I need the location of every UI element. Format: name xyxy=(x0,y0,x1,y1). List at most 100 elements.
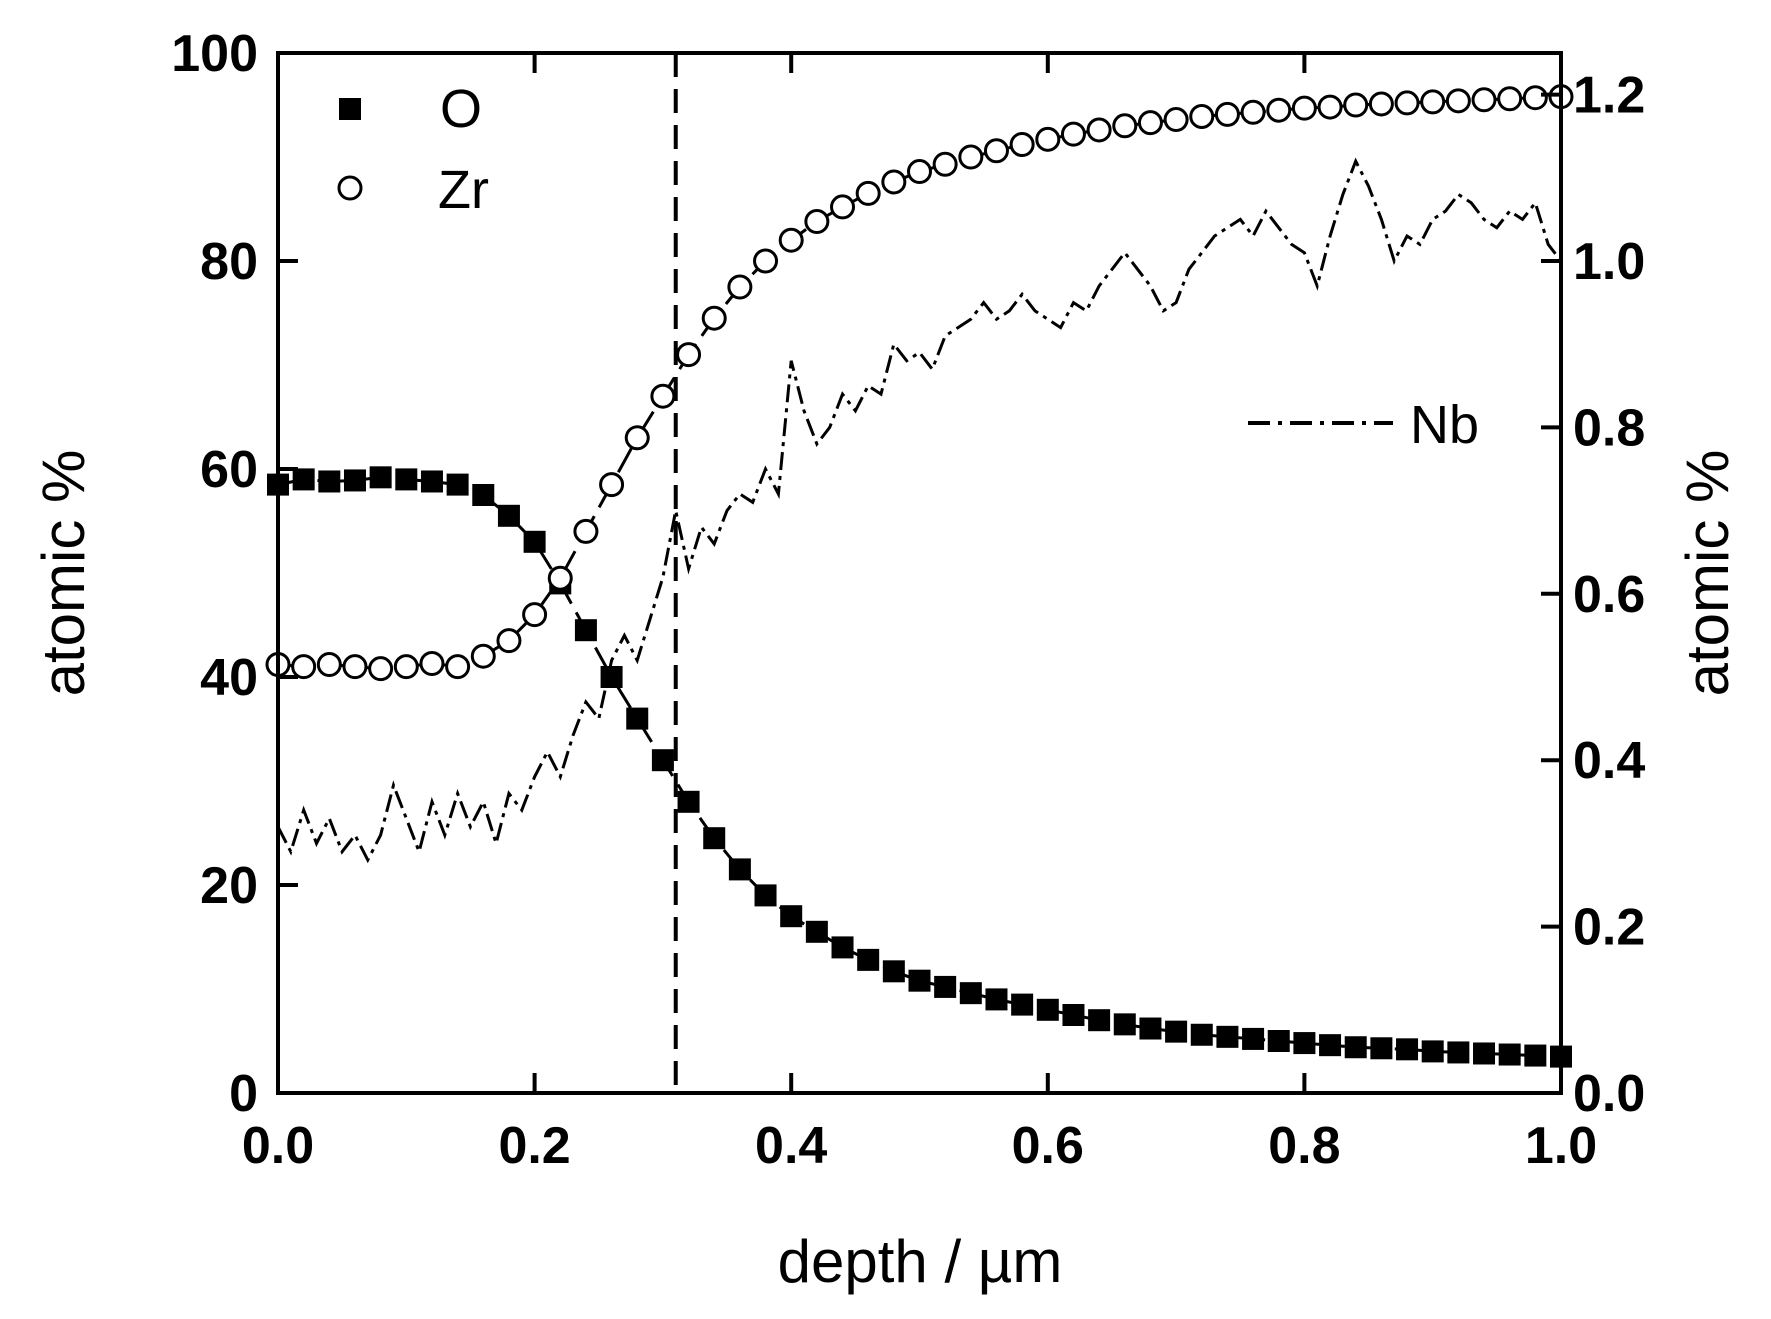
x-tick-label: 0.6 xyxy=(1012,1117,1084,1175)
o-data-point xyxy=(908,969,931,992)
zr-data-point xyxy=(804,208,830,234)
zr-data-point xyxy=(1317,94,1343,120)
y-tick-label: 0 xyxy=(229,1065,258,1123)
zr-data-point xyxy=(983,138,1009,164)
zr-data-point xyxy=(1291,95,1317,121)
zr-data-point xyxy=(727,274,753,300)
y-tick-label: 40 xyxy=(200,649,258,707)
zr-data-point xyxy=(1266,97,1292,123)
zr-data-point xyxy=(1522,85,1548,111)
legend: O Zr xyxy=(337,79,489,220)
o-data-point xyxy=(857,948,880,971)
o-data-point xyxy=(1473,1042,1496,1065)
o-data-point xyxy=(1498,1043,1521,1066)
zr-data-point xyxy=(624,425,650,451)
y-tick-label: 60 xyxy=(200,441,258,499)
zr-data-point xyxy=(393,654,419,680)
x-tick-label: 0.4 xyxy=(755,1117,827,1175)
o-data-point xyxy=(831,936,854,959)
o-data-point xyxy=(1267,1030,1290,1052)
o-data-point xyxy=(780,905,803,928)
zr-data-point xyxy=(1214,101,1240,127)
o-data-point xyxy=(318,470,341,493)
zr-data-point xyxy=(368,656,394,682)
zr-data-point xyxy=(342,654,368,680)
o-data-point xyxy=(1396,1038,1419,1061)
zr-data-point xyxy=(778,227,804,253)
zr-data-point xyxy=(1086,117,1112,143)
o-data-point xyxy=(728,858,751,881)
zr-data-point xyxy=(522,602,548,628)
zr-data-point xyxy=(1112,113,1138,139)
o-data-point xyxy=(420,470,443,493)
zr-data-point xyxy=(1060,121,1086,147)
zr-data-point xyxy=(419,650,445,676)
o-data-point xyxy=(805,920,828,943)
o-data-point xyxy=(472,484,495,506)
o-data-point xyxy=(1139,1017,1162,1040)
y2-tick-label: 1.0 xyxy=(1573,233,1645,291)
nb-annotation: Nb xyxy=(1248,395,1479,455)
o-data-point xyxy=(882,960,905,983)
zr-data-point xyxy=(1394,90,1420,116)
o-data-point xyxy=(985,988,1008,1011)
zr-data-point xyxy=(1240,99,1266,125)
axis-ticks: 0.0 0.2 0.4 0.6 0.8 1.0 0 20 40 60 80 100 0.0 0.2 0.4 0… xyxy=(171,25,1645,1175)
legend-label-Zr: Zr xyxy=(438,160,489,220)
zr-data-point xyxy=(830,194,856,220)
zr-data-point xyxy=(316,652,342,678)
y-tick-label: 20 xyxy=(200,857,258,915)
o-data-point xyxy=(497,504,520,527)
zr-data-point xyxy=(1035,126,1061,152)
o-data-point xyxy=(1319,1034,1342,1057)
o-data-point xyxy=(600,666,623,688)
o-data-point xyxy=(1293,1032,1316,1055)
o-data-point xyxy=(1062,1004,1085,1026)
plot-frame xyxy=(276,51,1563,1095)
o-data-point xyxy=(343,469,366,492)
zr-data-point xyxy=(650,383,676,409)
zr-data-point xyxy=(291,654,317,680)
zr-data-point xyxy=(496,628,522,654)
y2-tick-label: 0.0 xyxy=(1573,1065,1645,1123)
zr-data-point xyxy=(907,159,932,185)
o-data-point xyxy=(626,707,649,730)
zr-data-point xyxy=(676,342,702,368)
y2-tick-label: 0.6 xyxy=(1573,566,1645,624)
y-tick-label: 100 xyxy=(171,25,258,83)
nb-series-line xyxy=(276,157,1563,864)
y2-tick-label: 0.2 xyxy=(1573,899,1645,957)
o-data-point xyxy=(651,749,674,772)
o-data-point xyxy=(1344,1036,1367,1059)
zr-data-point xyxy=(855,180,881,206)
zr-data-point xyxy=(1189,103,1215,129)
o-data-point xyxy=(677,790,700,813)
o-data-point xyxy=(1036,998,1059,1021)
zr-data-point xyxy=(470,643,496,669)
o-data-point xyxy=(1421,1040,1444,1063)
o-data-point xyxy=(1216,1025,1239,1048)
o-data-point xyxy=(395,468,418,491)
o-data-point xyxy=(1447,1041,1470,1064)
nb-label: Nb xyxy=(1410,395,1479,455)
legend-label-O: O xyxy=(440,79,482,139)
zr-data-point xyxy=(547,565,573,591)
zr-data-point xyxy=(753,248,779,274)
y2-axis-label: atomic % xyxy=(1674,450,1741,697)
o-data-point xyxy=(523,530,546,553)
o-data-point xyxy=(446,473,469,496)
zr-data-point xyxy=(599,472,625,498)
x-tick-label: 0.8 xyxy=(1268,1117,1340,1175)
o-data-point xyxy=(1113,1013,1136,1036)
data-series xyxy=(265,84,1574,1068)
x-tick-label: 1.0 xyxy=(1525,1117,1597,1175)
y2-tick-label: 1.2 xyxy=(1573,67,1645,125)
o-data-point xyxy=(1524,1044,1547,1067)
x-tick-label: 0.0 xyxy=(242,1117,314,1175)
y2-tick-label: 0.8 xyxy=(1573,399,1645,457)
zr-data-point xyxy=(1445,88,1471,114)
o-data-point xyxy=(1370,1037,1393,1060)
o-data-point xyxy=(1242,1027,1265,1050)
o-data-point xyxy=(703,827,726,850)
